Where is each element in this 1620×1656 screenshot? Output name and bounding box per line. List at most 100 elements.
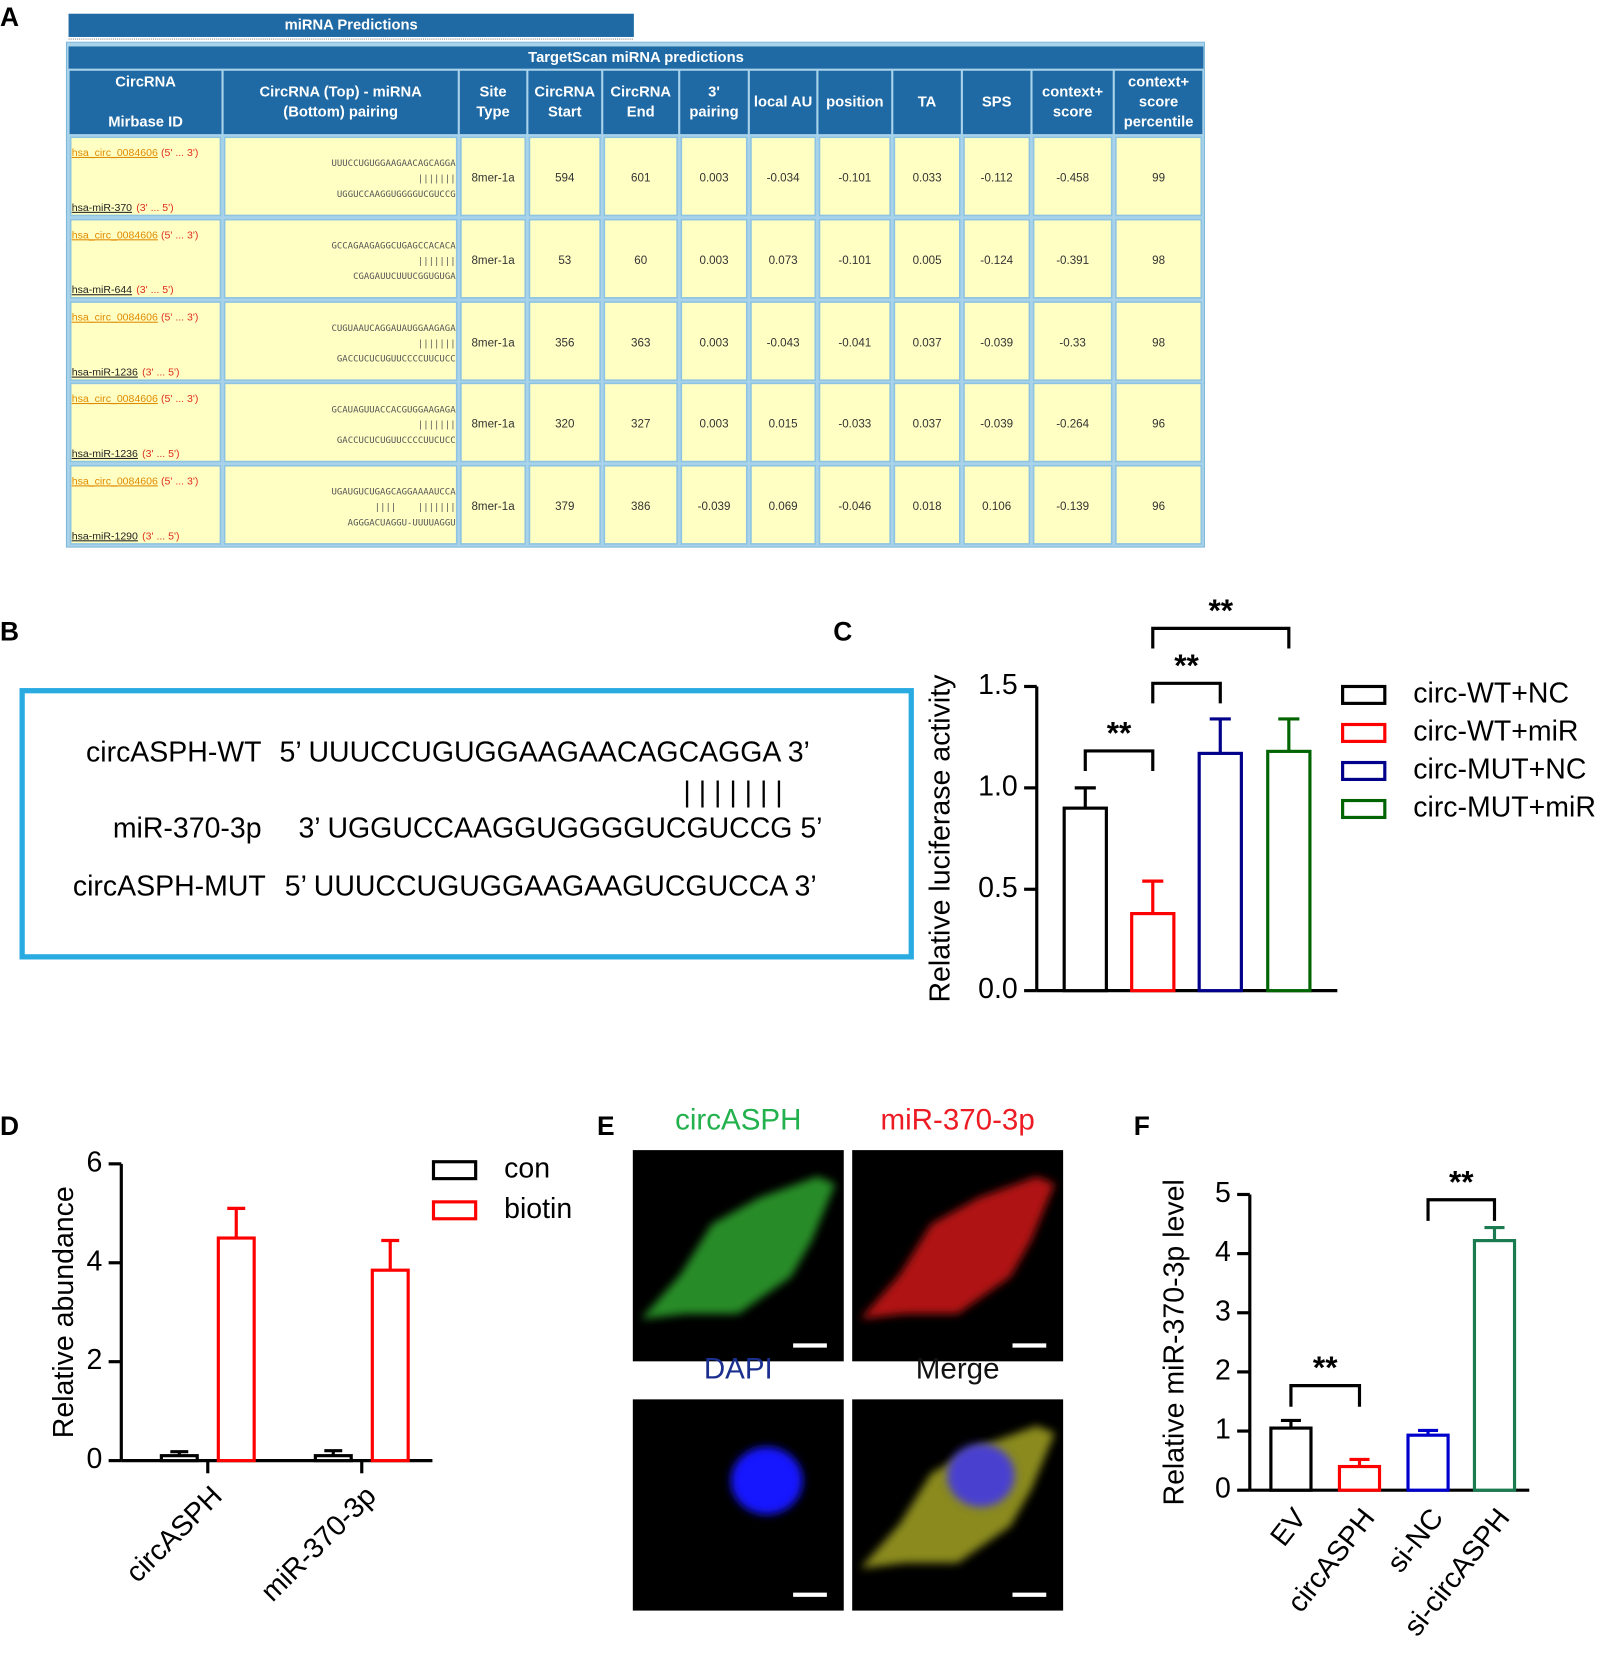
legend-label: con bbox=[504, 1153, 550, 1185]
column-header: CircRNA bbox=[115, 74, 176, 90]
table-cell bbox=[528, 218, 601, 299]
legend-swatch bbox=[431, 1200, 478, 1221]
table-value: 8mer-1a bbox=[471, 418, 515, 431]
table-cell bbox=[460, 136, 527, 217]
table-value: 98 bbox=[1152, 254, 1165, 267]
significance-bracket bbox=[1289, 1384, 1362, 1407]
significance-label: ** bbox=[1313, 1349, 1338, 1385]
table-cell bbox=[750, 382, 817, 463]
mirna-link: hsa-miR-370 bbox=[72, 202, 132, 214]
table-cell bbox=[818, 136, 891, 217]
table-value: 0.003 bbox=[700, 418, 729, 431]
y-tick-label: 6 bbox=[86, 1146, 102, 1178]
bar bbox=[1472, 1239, 1517, 1492]
header-cell bbox=[818, 70, 892, 135]
legend-label: circ-MUT+NC bbox=[1413, 753, 1586, 785]
table-value: 60 bbox=[634, 254, 647, 267]
table-value: -0.33 bbox=[1059, 336, 1085, 349]
mirna-link: hsa-miR-644 bbox=[72, 284, 132, 296]
bar bbox=[1062, 806, 1108, 993]
table-cell bbox=[1032, 382, 1113, 463]
table-cell bbox=[528, 301, 601, 381]
pairing-top: GCAUAGUUACCACGUGGAAGAGA bbox=[332, 405, 457, 415]
table-cell bbox=[603, 464, 678, 545]
sequence-name: circASPH-WT bbox=[86, 737, 262, 769]
pairing-bars: | | | | | | | bbox=[683, 777, 782, 809]
x-tick-label: miR-370-3p bbox=[255, 1480, 383, 1608]
legend-swatch bbox=[1341, 798, 1387, 820]
table-value: 386 bbox=[631, 500, 650, 513]
header-cell bbox=[1032, 70, 1113, 135]
y-tick-label: 1 bbox=[1215, 1414, 1231, 1446]
header-cell bbox=[223, 70, 458, 135]
table-cell bbox=[818, 382, 891, 463]
circrna-link: hsa_circ_0084606 bbox=[72, 147, 158, 159]
pairing-top: CUGUAAUCAGGAUAUGGAAGAGA bbox=[332, 324, 457, 334]
circrna-ends: (5' ... 3') bbox=[161, 147, 198, 159]
table-cell bbox=[680, 136, 748, 217]
table-cell bbox=[680, 301, 748, 381]
bar bbox=[1266, 749, 1312, 993]
x-tick-label: EV bbox=[1264, 1503, 1313, 1553]
table-value: 379 bbox=[555, 500, 574, 513]
table-cell bbox=[223, 301, 458, 381]
header-cell bbox=[603, 70, 679, 135]
column-header: context+ bbox=[1042, 84, 1103, 100]
table-value: -0.124 bbox=[980, 254, 1013, 267]
sequence: 3’ UGGUCCAAGGUGGGGUCGUCCG 5’ bbox=[298, 813, 822, 845]
y-tick-label: 0 bbox=[86, 1443, 102, 1475]
table-cell bbox=[460, 382, 527, 463]
header-cell bbox=[962, 70, 1031, 135]
column-header: Site bbox=[480, 84, 507, 100]
bar bbox=[1130, 912, 1176, 993]
column-header: CircRNA (Top) - miRNA bbox=[260, 84, 423, 100]
table-cell bbox=[1032, 301, 1113, 381]
table-cell bbox=[1115, 218, 1203, 299]
bar bbox=[1269, 1426, 1313, 1492]
table-cell bbox=[680, 218, 748, 299]
table-cell bbox=[69, 464, 222, 545]
table-cell bbox=[69, 136, 222, 217]
pairing-bottom: GACCUCUCUGUUCCCCUUCUCC bbox=[337, 436, 456, 446]
mirna-ends: (3' ... 5') bbox=[142, 367, 179, 379]
header-title: miRNA Predictions bbox=[285, 17, 418, 33]
legend-label: biotin bbox=[504, 1193, 572, 1225]
table-value: -0.264 bbox=[1056, 418, 1089, 431]
nucleus bbox=[730, 1446, 803, 1515]
table-cell bbox=[963, 382, 1031, 463]
table-cell bbox=[603, 301, 678, 381]
sequence-name: miR-370-3p bbox=[113, 813, 262, 845]
table-value: 8mer-1a bbox=[471, 172, 515, 185]
table-cell bbox=[69, 382, 222, 463]
legend-swatch bbox=[431, 1160, 478, 1181]
significance-label: ** bbox=[1208, 592, 1233, 628]
y-tick-label: 0.0 bbox=[978, 973, 1018, 1005]
column-header: context+ bbox=[1128, 74, 1189, 90]
pairing-bottom: AGGGACUAGGU-UUUUAGGU bbox=[348, 518, 456, 528]
legend-label: circ-WT+miR bbox=[1413, 715, 1578, 747]
y-tick-label: 1.0 bbox=[978, 770, 1018, 802]
circrna-ends: (5' ... 3') bbox=[161, 393, 198, 405]
y-axis-label: Relative miR-370-3p level bbox=[1159, 1179, 1191, 1505]
table-value: 0.037 bbox=[913, 418, 942, 431]
table-value: 0.018 bbox=[913, 500, 942, 513]
table-cell bbox=[963, 301, 1031, 381]
significance-bracket bbox=[1151, 626, 1291, 649]
table-cell bbox=[1115, 382, 1203, 463]
table-cell bbox=[528, 136, 601, 217]
table-value: 53 bbox=[558, 254, 571, 267]
table-value: 8mer-1a bbox=[471, 500, 515, 513]
table-value: -0.139 bbox=[1056, 500, 1089, 513]
image-title: Merge bbox=[916, 1353, 1000, 1386]
y-axis-label: Relative abundance bbox=[48, 1186, 80, 1438]
cell-signal bbox=[641, 1176, 836, 1320]
mirna-ends: (3' ... 5') bbox=[142, 448, 179, 460]
pairing-pairs: ||||||| bbox=[418, 175, 456, 185]
column-header: CircRNA bbox=[610, 84, 671, 100]
significance-bracket bbox=[1426, 1198, 1497, 1221]
column-header: 3' bbox=[708, 84, 720, 100]
table-value: 0.003 bbox=[700, 336, 729, 349]
table-value: 0.003 bbox=[700, 172, 729, 185]
circrna-ends: (5' ... 3') bbox=[161, 312, 198, 324]
table-value: -0.112 bbox=[981, 172, 1013, 185]
